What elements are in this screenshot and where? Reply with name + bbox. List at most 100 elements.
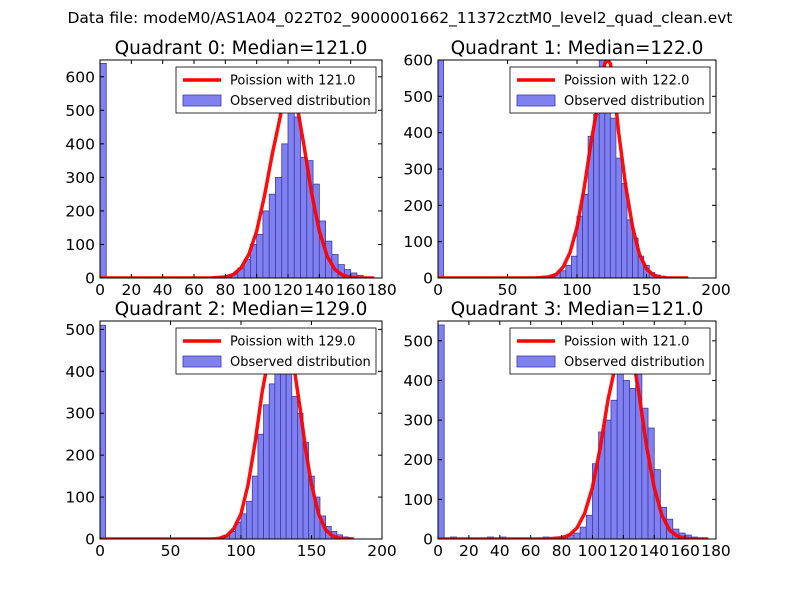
histogram-bar (629, 387, 637, 539)
histogram-bar (293, 116, 301, 278)
histogram-bar (565, 264, 572, 278)
poisson-line (438, 60, 689, 278)
y-tick-label: 200 (403, 197, 433, 215)
panel-1: 0 50 100 150 200 0 100 200 300 400 500 600 Quadrant … (403, 38, 730, 299)
x-tick-label: 80 (215, 281, 235, 299)
legend: Poission with 121.0 Observed distribution (509, 327, 711, 375)
panel-2: 0 50 100 150 200 0 100 200 300 400 500 Quadrant 2: … (65, 299, 396, 560)
x-tick-label: 150 (632, 281, 662, 299)
panel-title: Quadrant 3: Median=121.0 (451, 299, 704, 320)
x-tick-label: 60 (521, 542, 541, 560)
histogram-bar (579, 526, 587, 539)
histogram-bar (256, 233, 264, 278)
legend: Poission with 129.0 Observed distribution (175, 327, 377, 375)
y-tick-label: 100 (65, 236, 95, 254)
histogram-bar (281, 143, 289, 278)
plot-area (100, 324, 354, 539)
x-tick-label: 20 (459, 542, 479, 560)
y-tick-label: 400 (65, 363, 95, 381)
legend-label: Poission with 122.0 (564, 74, 689, 89)
histogram-bar (274, 370, 281, 539)
y-tick-label: 100 (403, 233, 433, 251)
y-tick-label: 300 (65, 405, 95, 423)
x-tick-label: 40 (153, 281, 173, 299)
x-tick-label: 180 (701, 542, 731, 560)
legend-bar-swatch (182, 94, 222, 107)
x-tick-label: 100 (578, 542, 608, 560)
histogram-bar (604, 103, 611, 278)
legend-label: Poission with 129.0 (230, 335, 355, 350)
x-tick-label: 40 (490, 542, 510, 560)
legend-bar-swatch (516, 355, 556, 368)
x-tick-label: 140 (639, 542, 669, 560)
y-tick-label: 200 (65, 202, 95, 220)
histogram-bar (280, 362, 287, 539)
histogram-bar (615, 157, 622, 278)
histogram-bar (585, 514, 593, 539)
y-tick-label: 400 (403, 372, 433, 390)
y-tick-label: 400 (65, 135, 95, 153)
legend: Poission with 121.0 Observed distribution (175, 66, 377, 114)
y-tick-label: 200 (65, 447, 95, 465)
x-tick-label: 140 (305, 281, 335, 299)
histogram-bar (275, 176, 283, 278)
legend-label: Observed distribution (230, 355, 371, 370)
histogram-bar (609, 117, 617, 278)
legend-bar-swatch (182, 355, 222, 368)
legend-label: Poission with 121.0 (230, 74, 355, 89)
histogram-bar (616, 348, 624, 539)
x-tick-label: 180 (367, 281, 397, 299)
x-tick-label: 60 (184, 281, 204, 299)
histogram-bar (571, 255, 578, 278)
x-tick-label: 200 (701, 281, 731, 299)
y-tick-label: 0 (85, 270, 95, 288)
y-tick-label: 300 (65, 169, 95, 187)
histogram-bar (593, 114, 600, 278)
plot-area (100, 62, 375, 278)
y-tick-label: 0 (85, 531, 95, 549)
y-tick-label: 0 (423, 270, 433, 288)
panel-0: 0 20 40 60 80 100 120 140 160 1800100200300400500… (65, 38, 396, 299)
panel-3: 0 20 40 60 80 100 120 140 160 1800100200300400500… (403, 299, 730, 560)
y-tick-label: 500 (403, 88, 433, 106)
y-tick-label: 300 (403, 161, 433, 179)
histogram-bar (287, 89, 295, 278)
histogram-bar (582, 194, 589, 278)
y-tick-label: 400 (403, 124, 433, 142)
y-tick-label: 500 (65, 102, 95, 120)
legend-label: Poission with 121.0 (564, 335, 689, 350)
x-tick-label: 100 (226, 542, 256, 560)
x-tick-label: 0 (433, 542, 443, 560)
legend-label: Observed distribution (564, 355, 705, 370)
histogram-bar (622, 380, 630, 539)
histogram-bar (604, 419, 612, 539)
legend-bar-swatch (516, 94, 556, 107)
x-tick-label: 160 (336, 281, 366, 299)
y-tick-label: 600 (403, 52, 433, 70)
histogram-bar (263, 404, 270, 539)
x-tick-label: 0 (95, 281, 105, 299)
histogram-bar (438, 324, 445, 539)
histogram-bar (285, 358, 293, 539)
x-tick-label: 50 (498, 281, 518, 299)
x-tick-label: 150 (297, 542, 327, 560)
histogram-bar (240, 513, 248, 539)
x-tick-label: 120 (609, 542, 639, 560)
x-tick-label: 120 (273, 281, 303, 299)
x-tick-label: 100 (562, 281, 592, 299)
histogram-bar (100, 324, 107, 539)
y-tick-label: 500 (403, 332, 433, 350)
histogram-bar (610, 399, 618, 539)
histogram-bar (251, 475, 259, 539)
histogram-bar (268, 383, 276, 539)
y-tick-label: 0 (423, 531, 433, 549)
legend-box (175, 327, 377, 375)
y-tick-label: 500 (65, 321, 95, 339)
histogram-bar (300, 156, 308, 278)
x-tick-label: 100 (242, 281, 272, 299)
histogram-bar (246, 500, 253, 539)
panel-title: Quadrant 2: Median=129.0 (115, 299, 368, 320)
histogram-bar (268, 193, 276, 278)
legend-label: Observed distribution (564, 94, 705, 109)
